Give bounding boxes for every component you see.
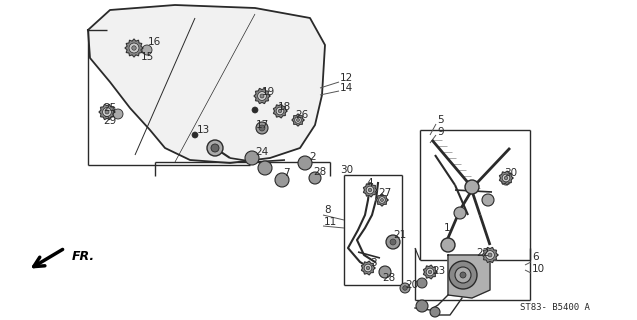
Text: 18: 18 xyxy=(278,102,291,112)
Circle shape xyxy=(260,94,264,98)
Polygon shape xyxy=(273,104,287,118)
Text: 28: 28 xyxy=(313,167,326,177)
Polygon shape xyxy=(499,171,513,185)
Text: 25: 25 xyxy=(103,103,116,113)
Circle shape xyxy=(460,272,466,278)
Circle shape xyxy=(430,307,440,317)
Circle shape xyxy=(257,92,266,100)
Circle shape xyxy=(309,172,321,184)
Circle shape xyxy=(386,235,400,249)
Text: 24: 24 xyxy=(255,147,268,157)
Text: 9: 9 xyxy=(437,127,443,137)
Circle shape xyxy=(485,251,494,260)
Text: 2: 2 xyxy=(309,152,315,162)
Circle shape xyxy=(366,266,369,270)
Circle shape xyxy=(428,270,432,274)
Text: 4: 4 xyxy=(366,178,373,188)
Circle shape xyxy=(380,198,383,202)
Circle shape xyxy=(278,109,282,113)
Circle shape xyxy=(113,109,123,119)
Text: 29: 29 xyxy=(103,116,116,126)
Text: 22: 22 xyxy=(476,248,489,258)
Circle shape xyxy=(455,267,471,283)
Polygon shape xyxy=(361,261,375,275)
Text: 28: 28 xyxy=(382,273,395,283)
Text: 6: 6 xyxy=(532,252,539,262)
Circle shape xyxy=(252,107,258,113)
Circle shape xyxy=(426,268,434,276)
Circle shape xyxy=(211,144,219,152)
Circle shape xyxy=(504,178,508,182)
Circle shape xyxy=(275,173,289,187)
Circle shape xyxy=(364,264,372,272)
Text: 23: 23 xyxy=(432,266,445,276)
Circle shape xyxy=(441,238,455,252)
Polygon shape xyxy=(448,255,490,298)
Text: 11: 11 xyxy=(324,217,337,227)
Polygon shape xyxy=(125,39,143,57)
Circle shape xyxy=(295,117,301,123)
Circle shape xyxy=(368,188,372,192)
Text: 26: 26 xyxy=(295,110,308,120)
Circle shape xyxy=(501,175,511,185)
Circle shape xyxy=(366,186,374,194)
Circle shape xyxy=(207,140,223,156)
Polygon shape xyxy=(99,104,115,120)
Circle shape xyxy=(505,176,508,180)
Circle shape xyxy=(502,174,510,182)
Polygon shape xyxy=(292,114,304,126)
Text: 17: 17 xyxy=(256,120,269,130)
Circle shape xyxy=(276,107,284,115)
Circle shape xyxy=(259,125,265,131)
Circle shape xyxy=(129,43,139,53)
Text: 30: 30 xyxy=(340,165,353,175)
Circle shape xyxy=(403,286,407,290)
Text: 7: 7 xyxy=(283,168,290,178)
Circle shape xyxy=(142,45,152,55)
Polygon shape xyxy=(364,183,377,197)
Text: 8: 8 xyxy=(324,205,331,215)
Circle shape xyxy=(192,132,198,138)
Text: ST83- B5400 A: ST83- B5400 A xyxy=(520,303,590,313)
Text: 27: 27 xyxy=(378,188,391,198)
Polygon shape xyxy=(482,247,498,263)
Polygon shape xyxy=(376,194,388,206)
Circle shape xyxy=(379,266,391,278)
Circle shape xyxy=(256,122,268,134)
Circle shape xyxy=(103,108,111,116)
Circle shape xyxy=(105,110,109,114)
Text: 30: 30 xyxy=(504,168,517,178)
Text: 1: 1 xyxy=(444,223,450,233)
Circle shape xyxy=(390,239,396,245)
Text: 10: 10 xyxy=(532,264,545,274)
Polygon shape xyxy=(424,265,437,279)
Circle shape xyxy=(416,300,428,312)
Text: 21: 21 xyxy=(393,230,406,240)
Text: 15: 15 xyxy=(141,52,154,62)
Circle shape xyxy=(245,151,259,165)
Circle shape xyxy=(454,207,466,219)
Circle shape xyxy=(400,283,410,293)
Circle shape xyxy=(449,261,477,289)
Text: 14: 14 xyxy=(340,83,354,93)
Text: 13: 13 xyxy=(197,125,210,135)
Circle shape xyxy=(488,253,492,257)
Circle shape xyxy=(465,180,479,194)
Text: 3: 3 xyxy=(370,258,376,268)
Polygon shape xyxy=(88,5,325,163)
Circle shape xyxy=(258,161,272,175)
Circle shape xyxy=(417,278,427,288)
Circle shape xyxy=(379,197,385,203)
Text: 16: 16 xyxy=(148,37,161,47)
Circle shape xyxy=(482,194,494,206)
Circle shape xyxy=(298,156,312,170)
Text: 5: 5 xyxy=(437,115,443,125)
Text: 20: 20 xyxy=(405,280,418,290)
Text: 12: 12 xyxy=(340,73,354,83)
Circle shape xyxy=(132,46,136,50)
Polygon shape xyxy=(254,88,270,104)
Text: FR.: FR. xyxy=(72,251,95,263)
Text: 19: 19 xyxy=(262,87,275,97)
Circle shape xyxy=(296,118,299,122)
